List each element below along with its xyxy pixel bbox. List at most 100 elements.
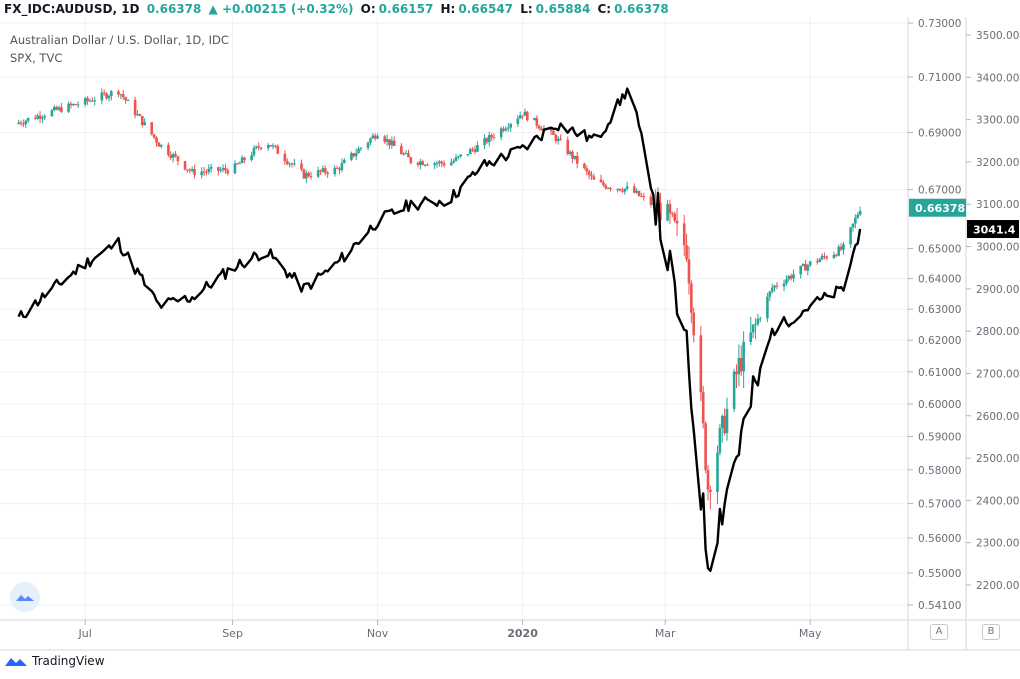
- candle-body: [554, 134, 558, 142]
- time-scale[interactable]: Jul Sep Nov 2020 Mar May: [78, 620, 822, 640]
- candle-body: [782, 283, 786, 287]
- price-tick-label: 3300.00: [976, 115, 1019, 127]
- candle-body: [102, 92, 106, 94]
- price-tick-label: 0.73000: [918, 18, 961, 30]
- candle-body: [682, 223, 686, 246]
- price-tick-label: 0.62000: [918, 335, 961, 347]
- candle-body: [350, 153, 353, 160]
- candle-body: [835, 254, 838, 256]
- candle-body: [483, 138, 486, 145]
- candle-body: [704, 423, 707, 470]
- candle-body: [504, 128, 508, 131]
- price-tick-label: 0.54100: [918, 600, 961, 612]
- candle-body: [105, 93, 108, 99]
- candle-body: [552, 130, 555, 135]
- candle-body: [842, 244, 845, 250]
- candle-body: [193, 169, 196, 176]
- candle-body: [518, 115, 522, 119]
- price-tick-label: 3200.00: [976, 157, 1019, 169]
- candle-body: [400, 146, 403, 155]
- price-tick-label: 2900.00: [976, 284, 1019, 296]
- candle-body: [333, 167, 337, 175]
- candle-body: [806, 265, 810, 271]
- price-tick-label: 2200.00: [976, 580, 1019, 592]
- candle-body: [404, 153, 408, 155]
- candle-body: [509, 123, 512, 128]
- candle-body: [832, 254, 836, 259]
- candle-body: [533, 117, 536, 121]
- spx-price-scale[interactable]: 3500.00 3400.00 3300.00 3200.00 3100.00 3000.…: [966, 30, 1019, 592]
- symbol-name[interactable]: FX_IDC:AUDUSD, 1D: [4, 2, 140, 16]
- candle-body: [820, 255, 824, 260]
- candle-body: [307, 172, 310, 177]
- candle-body: [205, 171, 208, 173]
- candle-body: [709, 489, 712, 493]
- candle-body: [22, 123, 25, 125]
- audusd-last-value-bg: [909, 198, 966, 217]
- candle-body: [587, 171, 591, 176]
- candle-body: [392, 140, 396, 147]
- candle-body: [74, 104, 77, 106]
- candle-body: [851, 223, 855, 228]
- candle-body: [616, 188, 619, 190]
- brand-text: TradingView: [32, 654, 105, 668]
- tradingview-logo-badge[interactable]: [10, 582, 40, 612]
- candle-body: [316, 170, 320, 177]
- candle-body: [837, 246, 841, 256]
- candle-body: [304, 172, 308, 179]
- main-series-legend[interactable]: Australian Dollar / U.S. Dollar, 1D, IDC: [10, 33, 229, 47]
- candle-body: [457, 156, 460, 158]
- candle-body: [219, 169, 222, 171]
- candle-body: [466, 153, 470, 155]
- candle-body: [276, 146, 280, 154]
- candle-body: [93, 100, 97, 102]
- scale-b-button[interactable]: B: [982, 624, 1000, 640]
- candle-body: [575, 155, 579, 164]
- candle-body: [749, 332, 753, 342]
- spx-line: [17, 87, 862, 572]
- candle-body: [438, 161, 441, 164]
- candle-body: [290, 163, 294, 165]
- price-tick-label: 0.63000: [918, 304, 961, 316]
- candle-body: [854, 217, 857, 224]
- candle-body: [138, 114, 142, 117]
- candle-body: [252, 147, 256, 156]
- price-tick-label: 0.65000: [918, 243, 961, 255]
- audusd-price-scale[interactable]: 0.73000 0.71000 0.69000 0.67000 0.65000 0.640…: [908, 18, 961, 612]
- candle-body: [785, 279, 788, 284]
- time-tick-label: Mar: [655, 627, 676, 640]
- candle-body: [67, 103, 70, 112]
- candle-body: [585, 168, 589, 172]
- candle-body: [654, 203, 657, 210]
- candle-body: [583, 163, 586, 169]
- candle-body: [385, 139, 389, 142]
- candle-body: [190, 169, 194, 171]
- candle-body: [642, 196, 646, 198]
- candle-body: [452, 160, 455, 163]
- candle-body: [183, 161, 187, 170]
- candle-body: [243, 157, 246, 161]
- compare-series-legend[interactable]: SPX, TVC: [10, 51, 63, 65]
- candle-body: [188, 169, 192, 171]
- tradingview-footer[interactable]: TradingView: [4, 654, 105, 668]
- candle-body: [250, 155, 253, 161]
- candle-body: [816, 261, 819, 263]
- candle-body: [526, 111, 529, 121]
- candle-body: [41, 117, 44, 119]
- candle-body: [507, 127, 510, 129]
- candle-body: [100, 92, 104, 101]
- candle-body: [808, 261, 812, 266]
- price-tick-label: 0.64000: [918, 274, 961, 286]
- candle-body: [573, 155, 577, 159]
- candle-body: [121, 94, 125, 98]
- candle-body: [766, 296, 769, 319]
- time-tick-label: Jul: [78, 627, 92, 640]
- candle-body: [537, 125, 541, 129]
- candle-body: [174, 154, 177, 157]
- candle-body: [690, 283, 693, 313]
- auto-scale-button[interactable]: A: [930, 624, 948, 640]
- candle-body: [52, 106, 56, 111]
- candle-body: [725, 408, 729, 434]
- candle-body: [390, 140, 394, 146]
